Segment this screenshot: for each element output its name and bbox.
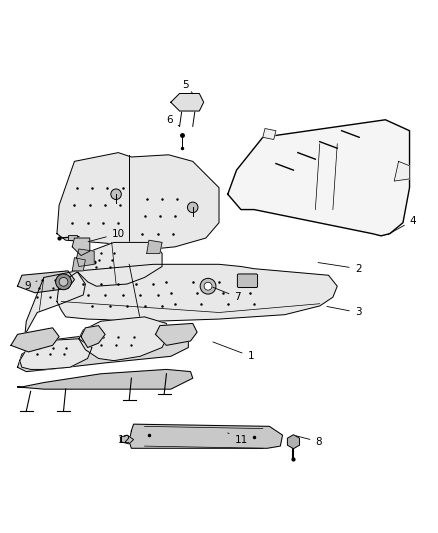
- Polygon shape: [120, 435, 134, 444]
- Polygon shape: [129, 424, 283, 448]
- Polygon shape: [155, 324, 197, 345]
- Polygon shape: [24, 271, 85, 343]
- Polygon shape: [72, 238, 90, 255]
- FancyBboxPatch shape: [237, 274, 258, 287]
- Text: 11: 11: [228, 433, 247, 445]
- Polygon shape: [147, 240, 162, 253]
- Bar: [68, 235, 77, 240]
- Text: 9: 9: [24, 281, 37, 291]
- Polygon shape: [20, 339, 92, 369]
- Text: 7: 7: [213, 287, 241, 302]
- Polygon shape: [18, 369, 193, 389]
- Polygon shape: [263, 128, 276, 140]
- Circle shape: [111, 189, 121, 199]
- Polygon shape: [18, 271, 74, 293]
- Polygon shape: [394, 161, 410, 181]
- Text: 6: 6: [166, 115, 180, 126]
- Polygon shape: [228, 120, 410, 236]
- Polygon shape: [81, 326, 105, 348]
- Polygon shape: [77, 249, 94, 266]
- Text: 4: 4: [388, 215, 416, 235]
- Polygon shape: [77, 243, 162, 286]
- Text: 2: 2: [318, 263, 361, 273]
- Polygon shape: [171, 93, 204, 111]
- Polygon shape: [57, 264, 337, 321]
- Text: 12: 12: [118, 434, 131, 445]
- Circle shape: [56, 274, 71, 290]
- Circle shape: [200, 278, 216, 294]
- Circle shape: [59, 278, 68, 286]
- Text: 1: 1: [213, 342, 254, 361]
- Text: 5: 5: [182, 80, 193, 93]
- Text: 10: 10: [88, 229, 125, 241]
- Text: 8: 8: [296, 436, 322, 447]
- Polygon shape: [72, 258, 85, 271]
- Text: 3: 3: [327, 306, 361, 318]
- Circle shape: [187, 202, 198, 213]
- Polygon shape: [79, 317, 169, 361]
- Circle shape: [204, 282, 212, 290]
- Polygon shape: [57, 152, 219, 249]
- Polygon shape: [18, 328, 188, 372]
- Polygon shape: [11, 328, 59, 352]
